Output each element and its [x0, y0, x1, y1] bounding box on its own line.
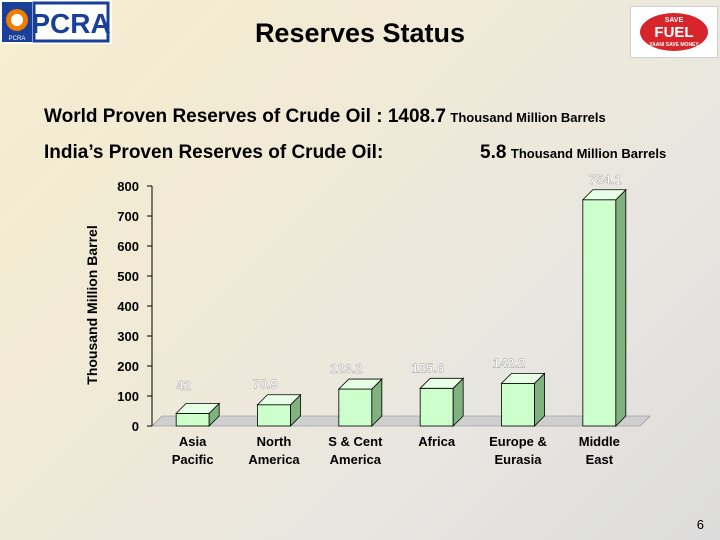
- bar: [338, 388, 373, 427]
- y-tick-label: 0: [132, 419, 139, 434]
- bar-top: [500, 372, 546, 384]
- logo-text: PCRA: [31, 8, 110, 39]
- india-reserves-text: India’s Proven Reserves of Crude Oil:: [44, 142, 384, 163]
- bar: [175, 412, 210, 427]
- category-label: S & Cent: [328, 434, 383, 449]
- data-label: 42: [176, 378, 190, 393]
- world-reserves-text: World Proven Reserves of Crude Oil : 140…: [44, 106, 446, 127]
- bar-top: [175, 402, 221, 414]
- category-label: Eurasia: [495, 452, 543, 467]
- data-label: 70.9: [252, 377, 277, 392]
- bar-top: [337, 378, 383, 390]
- category-label: Asia: [179, 434, 207, 449]
- data-label: 123.2: [330, 361, 363, 376]
- pcra-logo: PCRA PCRA: [0, 0, 112, 44]
- category-label: North: [257, 434, 292, 449]
- india-reserves-line: India’s Proven Reserves of Crude Oil: 5.…: [44, 142, 666, 164]
- world-reserves-unit: Thousand Million Barrels: [450, 110, 606, 125]
- india-reserves-value: 5.8: [480, 142, 507, 163]
- badge-line-2: FUEL: [654, 24, 693, 41]
- y-axis-title: Thousand Million Barrel: [84, 225, 100, 384]
- chart-floor: [151, 415, 651, 427]
- badge-line-3: YAANI SAVE MONEY: [649, 42, 699, 48]
- y-tick-label: 700: [117, 209, 139, 224]
- y-tick-label: 100: [117, 389, 139, 404]
- y-tick-label: 300: [117, 329, 139, 344]
- bar-top: [581, 189, 627, 201]
- y-tick-label: 200: [117, 359, 139, 374]
- data-label: 125.6: [411, 360, 444, 375]
- data-label: 142.2: [493, 355, 526, 370]
- save-fuel-badge: SAVE FUEL YAANI SAVE MONEY: [630, 6, 718, 58]
- badge-line-1: SAVE: [665, 17, 684, 24]
- category-label: Europe &: [489, 434, 547, 449]
- bar: [582, 199, 617, 427]
- bar: [501, 382, 535, 427]
- bar-top: [256, 394, 302, 406]
- category-label: America: [330, 452, 382, 467]
- y-tick-label: 600: [117, 239, 139, 254]
- bar-side: [615, 188, 627, 427]
- category-label: Pacific: [172, 452, 214, 467]
- category-label: East: [586, 452, 614, 467]
- category-label: Middle: [579, 434, 620, 449]
- bar-top: [419, 377, 465, 389]
- category-label: America: [248, 452, 300, 467]
- data-label: 754.1: [589, 172, 622, 187]
- logo-subtext: PCRA: [9, 36, 26, 42]
- page-number: 6: [696, 517, 704, 532]
- y-tick-label: 800: [117, 179, 139, 194]
- y-tick-label: 400: [117, 299, 139, 314]
- slide-title: Reserves Status: [254, 18, 466, 48]
- y-tick-label: 500: [117, 269, 139, 284]
- bar: [419, 387, 454, 427]
- category-label: Africa: [418, 434, 456, 449]
- india-reserves-unit: Thousand Million Barrels: [510, 146, 667, 161]
- bar: [257, 404, 291, 427]
- world-reserves-line: World Proven Reserves of Crude Oil : 140…: [44, 106, 606, 128]
